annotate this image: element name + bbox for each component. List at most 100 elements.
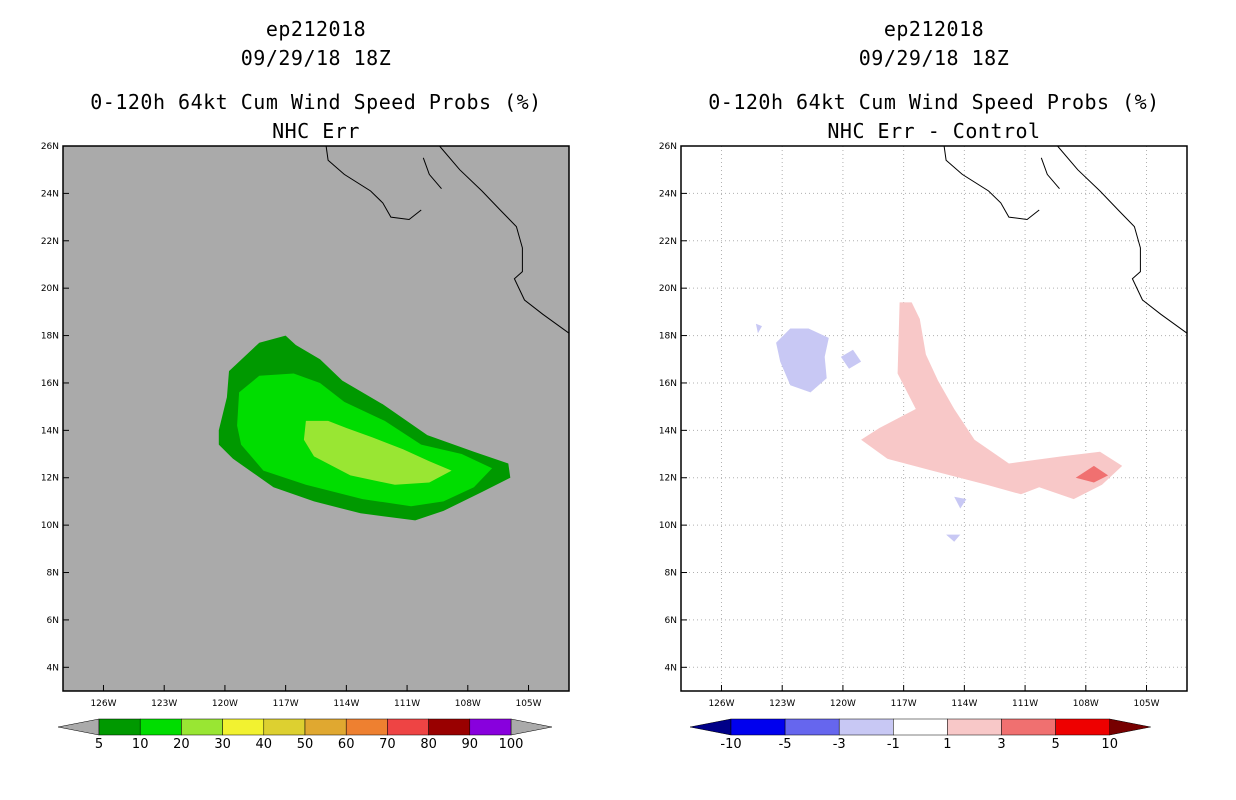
y-tick-label: 26N xyxy=(659,142,677,152)
colorbar-swatch xyxy=(784,718,840,736)
y-tick-label: 4N xyxy=(47,663,59,673)
y-tick-label: 12N xyxy=(41,474,59,484)
colorbar-label: 50 xyxy=(297,737,314,752)
colorbar-swatch xyxy=(947,718,1002,736)
y-tick-label: 22N xyxy=(41,237,59,247)
y-tick-label: 26N xyxy=(41,142,59,152)
x-tick-label: 114W xyxy=(951,699,977,709)
colorbar-swatch xyxy=(1001,718,1056,736)
contour-3-5-6 xyxy=(1075,465,1109,483)
contour--3--1-1 xyxy=(840,349,862,369)
plot-frame xyxy=(62,145,570,692)
colorbar-label: 60 xyxy=(338,737,355,752)
contour-20-30-2 xyxy=(303,420,452,485)
x-tick-label: 111W xyxy=(1012,699,1038,709)
y-tick-label: 14N xyxy=(659,426,677,436)
colorbar-swatch xyxy=(428,718,471,736)
colorbar-swatch xyxy=(98,718,141,736)
colorbar-swatch xyxy=(139,718,182,736)
coastline-2 xyxy=(1057,145,1188,334)
y-tick-label: 14N xyxy=(41,426,59,436)
x-tick-label: 126W xyxy=(90,699,116,709)
contour--3--1-4 xyxy=(946,534,961,542)
x-tick-label: 123W xyxy=(151,699,177,709)
panel-right: 126W 123W 120W 117W 114W 111W 108W 105W 4N 6N 8N 10… xyxy=(659,142,1188,752)
right-title-product: 0-120h 64kt Cum Wind Speed Probs (%) xyxy=(708,90,1160,114)
plot-frame xyxy=(680,145,1188,692)
colorbar-label: 10 xyxy=(132,737,149,752)
x-tick-label: 108W xyxy=(455,699,481,709)
colorbar: -10 -5 -3 -1 1 3 5 10 xyxy=(689,718,1151,752)
colorbar-swatch xyxy=(838,718,894,736)
colorbar-swatch xyxy=(387,718,429,736)
x-tick-label: 111W xyxy=(394,699,420,709)
y-tick-label: 20N xyxy=(41,284,59,294)
y-tick-label: 16N xyxy=(41,379,59,389)
coastline-1 xyxy=(422,157,442,190)
x-tick-label: 123W xyxy=(769,699,795,709)
colorbar-swatch xyxy=(469,718,512,736)
panel-left: 126W 123W 120W 117W 114W 111W 108W 105W 4N 6N 8N 10… xyxy=(41,142,570,752)
colorbar: 5 10 20 30 40 50 60 70 80 90 100 xyxy=(57,718,553,752)
x-tick-label: 117W xyxy=(273,699,299,709)
y-tick-label: 18N xyxy=(41,332,59,342)
colorbar-label: 3 xyxy=(997,737,1005,752)
x-tick-label: 120W xyxy=(212,699,238,709)
y-tick-label: 12N xyxy=(659,474,677,484)
x-tick-label: 105W xyxy=(515,699,541,709)
colorbar-swatch xyxy=(1055,718,1110,736)
colorbar-label: -5 xyxy=(779,737,792,752)
left-title-product: 0-120h 64kt Cum Wind Speed Probs (%) xyxy=(90,90,542,114)
left-title-date: 09/29/18 18Z xyxy=(240,46,392,70)
x-tick-label: 114W xyxy=(333,699,359,709)
colorbar-swatch xyxy=(222,718,265,736)
colorbar-label: 90 xyxy=(462,737,479,752)
right-title-storm: ep212018 xyxy=(883,17,985,41)
x-tick-label: 117W xyxy=(891,699,917,709)
right-title-date: 09/29/18 18Z xyxy=(858,46,1010,70)
y-tick-label: 10N xyxy=(659,521,677,531)
y-tick-label: 18N xyxy=(659,332,677,342)
colorbar-label: 20 xyxy=(173,737,190,752)
y-tick-label: 24N xyxy=(41,189,59,199)
colorbar-label: 10 xyxy=(1101,737,1118,752)
contour-1-3-5 xyxy=(861,302,1123,500)
colorbar-label: 1 xyxy=(943,737,951,752)
colorbar-swatch xyxy=(893,718,948,736)
x-tick-label: 126W xyxy=(708,699,734,709)
y-tick-label: 4N xyxy=(665,663,677,673)
colorbar-label: 40 xyxy=(256,737,273,752)
right-title-subtitle: NHC Err - Control xyxy=(827,119,1041,143)
coastline-0 xyxy=(325,145,422,221)
colorbar-label: 70 xyxy=(379,737,396,752)
colorbar-swatch xyxy=(345,718,388,736)
y-tick-label: 16N xyxy=(659,379,677,389)
y-tick-label: 8N xyxy=(47,569,59,579)
colorbar-end-high xyxy=(510,718,553,736)
left-title-storm: ep212018 xyxy=(265,17,367,41)
colorbar-label: 80 xyxy=(420,737,437,752)
colorbar-end-low xyxy=(689,718,732,736)
colorbar-label: 30 xyxy=(214,737,231,752)
x-tick-label: 105W xyxy=(1133,699,1159,709)
coastline-0 xyxy=(943,145,1040,221)
left-title-subtitle: NHC Err xyxy=(272,119,360,143)
colorbar-end-low xyxy=(57,718,100,736)
colorbar-label: 100 xyxy=(499,737,524,752)
x-tick-label: 120W xyxy=(830,699,856,709)
y-tick-label: 20N xyxy=(659,284,677,294)
colorbar-label: 5 xyxy=(1051,737,1059,752)
contour--3--1-0 xyxy=(776,328,829,393)
colorbar-label: -10 xyxy=(720,737,741,752)
y-tick-label: 8N xyxy=(665,569,677,579)
coastline-2 xyxy=(439,145,570,334)
y-tick-label: 6N xyxy=(665,616,677,626)
y-tick-label: 10N xyxy=(41,521,59,531)
y-tick-label: 24N xyxy=(659,189,677,199)
colorbar-swatch xyxy=(730,718,786,736)
colorbar-end-high xyxy=(1109,718,1151,736)
colorbar-swatch xyxy=(181,718,223,736)
y-tick-label: 6N xyxy=(47,616,59,626)
contour--3--1-2 xyxy=(755,323,762,334)
